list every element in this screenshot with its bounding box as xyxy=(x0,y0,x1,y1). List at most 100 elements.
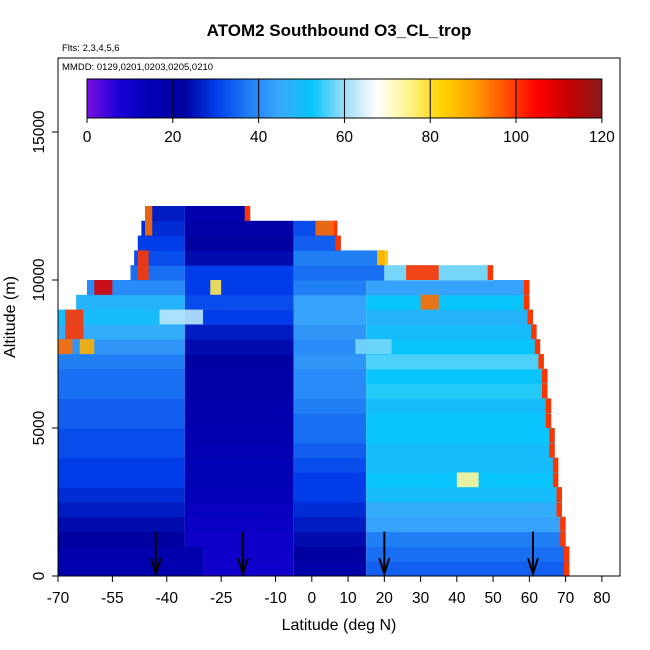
flights-subtitle: Flts: 2,3,4,5,6 xyxy=(62,43,120,54)
x-tick-label: -10 xyxy=(264,590,287,607)
heat-cell xyxy=(366,354,544,370)
colorbar-tick-label: 40 xyxy=(250,129,268,146)
edge-strip xyxy=(527,309,533,325)
heat-cell xyxy=(184,502,294,518)
heat-cell xyxy=(58,502,185,518)
x-tick-label: -25 xyxy=(210,590,232,607)
heat-cell xyxy=(293,428,367,444)
heat-cell xyxy=(366,546,570,562)
x-tick-label: 60 xyxy=(521,590,539,607)
heat-cell xyxy=(203,546,294,562)
plot-content xyxy=(58,206,570,577)
edge-strip xyxy=(542,368,548,384)
heat-hotspot xyxy=(420,294,439,310)
heat-cell xyxy=(293,531,367,547)
heat-cell xyxy=(293,250,385,266)
heat-hotspot xyxy=(210,280,222,295)
heat-cell xyxy=(184,265,294,281)
y-tick-label: 5000 xyxy=(31,410,48,445)
heat-cell xyxy=(184,235,294,251)
edge-strip xyxy=(545,398,552,414)
y-axis-label: Altitude (m) xyxy=(2,276,19,358)
heat-cell xyxy=(366,368,548,385)
edge-strip xyxy=(563,561,570,576)
heat-cell xyxy=(137,235,185,251)
heat-cell xyxy=(184,442,294,459)
edge-strip xyxy=(563,546,570,562)
heat-cell xyxy=(184,294,294,311)
colorbar: 0 20 40 60 80 100 120 xyxy=(83,78,615,146)
heat-hotspot xyxy=(79,339,95,354)
edge-strip xyxy=(552,472,559,488)
heat-cell xyxy=(293,368,367,385)
heat-cell xyxy=(184,398,294,414)
heat-hotspot xyxy=(456,472,479,488)
heat-hotspot xyxy=(58,339,73,354)
heat-hotspot xyxy=(159,309,204,325)
heat-cell xyxy=(366,487,562,503)
heat-cell xyxy=(58,413,185,429)
heat-hotspot xyxy=(145,206,153,236)
heat-cell xyxy=(366,383,548,399)
heat-cell xyxy=(293,457,367,473)
heat-cell xyxy=(184,487,294,503)
x-tick-label: 20 xyxy=(376,590,394,607)
heat-cell xyxy=(293,516,367,533)
edge-strip xyxy=(244,206,251,221)
x-tick-label: -70 xyxy=(47,590,70,607)
heat-cell xyxy=(184,309,294,325)
heat-cell xyxy=(184,383,294,399)
heat-cell xyxy=(366,280,530,296)
heat-cell xyxy=(184,250,294,266)
heat-cell xyxy=(58,516,185,533)
heat-cell xyxy=(184,516,294,533)
x-tick-label: 80 xyxy=(593,590,611,607)
heat-cell xyxy=(293,502,367,518)
x-tick-label: 50 xyxy=(484,590,502,607)
heat-cell xyxy=(293,442,367,459)
heat-cell xyxy=(184,206,251,222)
heat-cell xyxy=(366,428,555,444)
heat-cell xyxy=(58,354,185,370)
edge-strip xyxy=(531,324,537,340)
y-tick-label: 10000 xyxy=(31,258,48,301)
x-axis-label: Latitude (deg N) xyxy=(282,617,397,634)
heat-cell xyxy=(366,442,555,459)
heat-cell xyxy=(293,324,367,340)
colorbar-tick-label: 80 xyxy=(422,129,440,146)
heat-cell xyxy=(58,383,185,399)
edge-strip xyxy=(545,413,552,428)
heat-cell xyxy=(293,383,367,399)
heat-cell xyxy=(366,502,562,518)
heat-cell xyxy=(293,413,367,429)
colorbar-tick-label: 20 xyxy=(164,129,182,146)
heat-cell xyxy=(293,487,367,503)
heat-cell xyxy=(184,368,294,385)
profile-arrow xyxy=(149,531,162,577)
profile-arrow xyxy=(236,531,249,577)
heat-cell xyxy=(58,472,185,488)
heat-hotspot xyxy=(137,250,149,280)
heat-cell xyxy=(58,457,185,473)
heat-cell xyxy=(184,324,294,340)
x-tick-label: 40 xyxy=(448,590,466,607)
heat-cell xyxy=(58,442,185,459)
heat-cell xyxy=(184,472,294,488)
heat-cell xyxy=(58,324,185,340)
heat-cell xyxy=(293,280,367,296)
edge-strip xyxy=(549,428,555,443)
heat-cell xyxy=(293,265,385,281)
edge-strip xyxy=(487,265,494,280)
heat-cell xyxy=(145,206,185,222)
heat-hotspot xyxy=(355,339,392,354)
edge-strip xyxy=(560,516,566,532)
colorbar-tick-label: 60 xyxy=(336,129,354,146)
x-tick-label: 70 xyxy=(557,590,575,607)
heat-cell xyxy=(293,561,367,576)
heat-cell xyxy=(203,561,294,576)
heat-hotspot xyxy=(406,265,439,280)
heat-cell xyxy=(293,354,367,370)
heat-cell xyxy=(293,339,367,355)
heat-cell xyxy=(293,546,367,562)
heat-cell xyxy=(58,368,185,385)
